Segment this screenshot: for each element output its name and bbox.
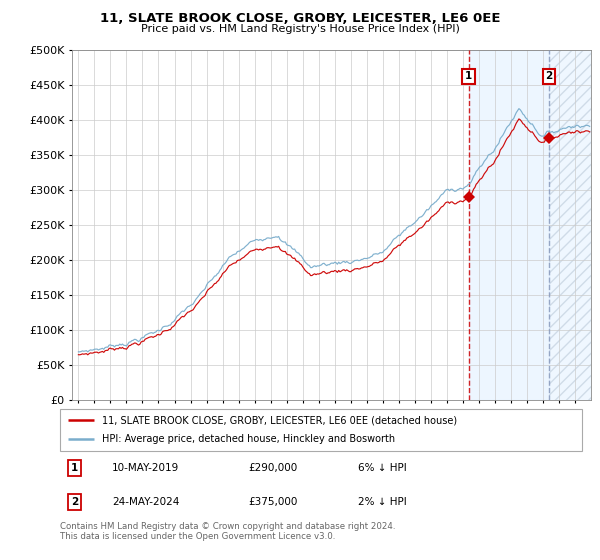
Text: 2: 2 [71,497,78,507]
Text: 11, SLATE BROOK CLOSE, GROBY, LEICESTER, LE6 0EE (detached house): 11, SLATE BROOK CLOSE, GROBY, LEICESTER,… [102,415,457,425]
Text: Price paid vs. HM Land Registry's House Price Index (HPI): Price paid vs. HM Land Registry's House … [140,24,460,34]
Text: 6% ↓ HPI: 6% ↓ HPI [358,464,406,473]
Text: 2: 2 [545,71,553,81]
Text: £375,000: £375,000 [248,497,297,507]
Text: 24-MAY-2024: 24-MAY-2024 [112,497,179,507]
Text: 2% ↓ HPI: 2% ↓ HPI [358,497,406,507]
Text: £290,000: £290,000 [248,464,297,473]
Text: 11, SLATE BROOK CLOSE, GROBY, LEICESTER, LE6 0EE: 11, SLATE BROOK CLOSE, GROBY, LEICESTER,… [100,12,500,25]
Text: HPI: Average price, detached house, Hinckley and Bosworth: HPI: Average price, detached house, Hinc… [102,435,395,445]
Text: 1: 1 [465,71,472,81]
Bar [549,50,591,400]
Text: Contains HM Land Registry data © Crown copyright and database right 2024.: Contains HM Land Registry data © Crown c… [60,522,395,531]
Text: This data is licensed under the Open Government Licence v3.0.: This data is licensed under the Open Gov… [60,532,335,541]
Text: 1: 1 [71,464,78,473]
Bar [469,50,549,400]
FancyBboxPatch shape [60,409,582,451]
Text: 10-MAY-2019: 10-MAY-2019 [112,464,179,473]
